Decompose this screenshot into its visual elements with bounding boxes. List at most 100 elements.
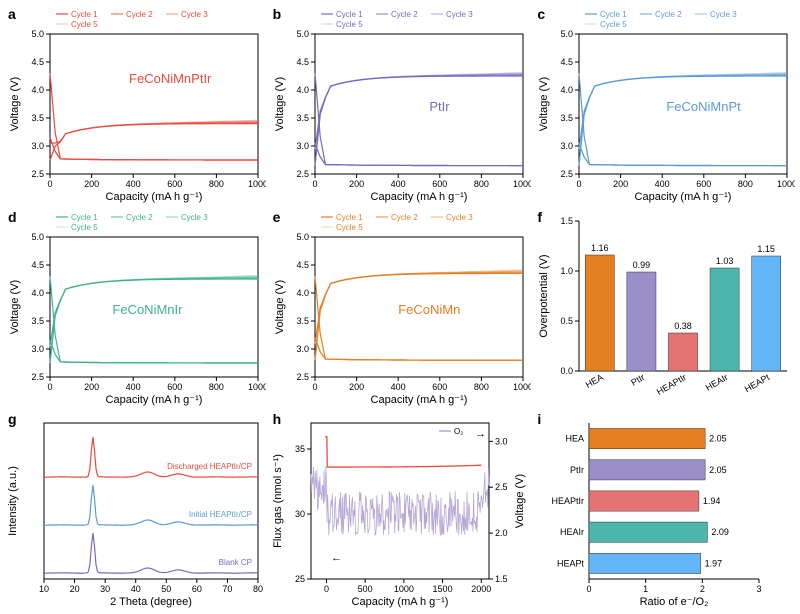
svg-text:2.5: 2.5	[31, 372, 44, 382]
svg-text:5.0: 5.0	[561, 29, 574, 39]
svg-text:3.0: 3.0	[561, 141, 574, 151]
svg-text:Voltage (V): Voltage (V)	[9, 77, 21, 131]
svg-text:50: 50	[161, 584, 171, 594]
panel-label-b: b	[273, 6, 282, 22]
svg-text:1000: 1000	[777, 179, 795, 189]
svg-text:4.0: 4.0	[31, 288, 44, 298]
svg-text:Cycle 1: Cycle 1	[71, 213, 98, 222]
svg-text:2.5: 2.5	[561, 169, 574, 179]
svg-text:4.5: 4.5	[31, 260, 44, 270]
svg-text:4.5: 4.5	[296, 260, 309, 270]
panel-b: b 0 200 400 600 800 1000 2.5 3.0 3.5 4.0 4.5 5.0 Capa…	[269, 4, 532, 205]
svg-text:PtIr: PtIr	[630, 372, 647, 388]
svg-text:600: 600	[432, 179, 447, 189]
svg-text:FeCoNiMnPtIr: FeCoNiMnPtIr	[129, 71, 212, 86]
svg-text:FeCoNiMnIr: FeCoNiMnIr	[112, 302, 183, 317]
svg-text:4.0: 4.0	[296, 85, 309, 95]
svg-text:Voltage (V): Voltage (V)	[538, 77, 550, 131]
panel-d: d020040060080010002.53.03.54.04.55.0Capa…	[4, 207, 267, 408]
svg-text:Cycle 2: Cycle 2	[126, 213, 153, 222]
svg-text:Initial HEAPtIr/CP: Initial HEAPtIr/CP	[189, 510, 252, 519]
svg-text:2: 2	[700, 584, 705, 594]
svg-text:HEAPtIr: HEAPtIr	[552, 496, 585, 506]
svg-text:Capacity (mA h g⁻¹): Capacity (mA h g⁻¹)	[370, 191, 467, 203]
svg-text:Cycle 1: Cycle 1	[336, 213, 363, 222]
panel-label-a: a	[8, 6, 16, 22]
svg-text:1000: 1000	[513, 382, 531, 392]
svg-text:Voltage (V): Voltage (V)	[274, 77, 286, 131]
svg-text:HEAIr: HEAIr	[560, 528, 584, 538]
svg-text:Blank CP: Blank CP	[219, 558, 252, 567]
panel-f: f0.00.51.01.5Overpotential (V)1.16HEA0.9…	[533, 207, 796, 408]
svg-text:3.5: 3.5	[561, 113, 574, 123]
svg-text:40: 40	[131, 584, 141, 594]
panel-label-h: h	[273, 411, 282, 427]
svg-text:200: 200	[349, 179, 364, 189]
svg-text:Cycle 1: Cycle 1	[600, 10, 627, 19]
panel-label-d: d	[8, 209, 17, 225]
svg-text:200: 200	[349, 382, 364, 392]
svg-text:1.5: 1.5	[561, 216, 574, 226]
svg-text:Capacity (mA h g⁻¹): Capacity (mA h g⁻¹)	[106, 394, 203, 406]
svg-text:Cycle 5: Cycle 5	[336, 223, 363, 232]
svg-text:4.5: 4.5	[296, 57, 309, 67]
svg-text:HEA: HEA	[584, 372, 605, 390]
svg-text:0: 0	[587, 584, 592, 594]
svg-text:0: 0	[47, 382, 52, 392]
svg-text:HEAPt: HEAPt	[557, 559, 585, 569]
svg-text:2.5: 2.5	[296, 169, 309, 179]
svg-text:2000: 2000	[471, 584, 491, 594]
svg-text:25: 25	[295, 574, 305, 584]
svg-text:70: 70	[222, 584, 232, 594]
svg-text:0.0: 0.0	[561, 366, 574, 376]
svg-text:2.5: 2.5	[296, 372, 309, 382]
svg-text:3.5: 3.5	[296, 316, 309, 326]
svg-text:800: 800	[474, 179, 489, 189]
svg-text:1.5: 1.5	[495, 574, 508, 584]
svg-text:200: 200	[84, 179, 99, 189]
svg-text:0.5: 0.5	[561, 316, 574, 326]
svg-text:0: 0	[312, 382, 317, 392]
svg-text:0.38: 0.38	[675, 321, 693, 331]
svg-text:400: 400	[126, 179, 141, 189]
svg-text:4.0: 4.0	[296, 288, 309, 298]
svg-text:0: 0	[312, 179, 317, 189]
svg-text:Cycle 5: Cycle 5	[336, 20, 363, 29]
svg-text:0.99: 0.99	[633, 260, 651, 270]
svg-text:400: 400	[126, 382, 141, 392]
svg-text:PtIr: PtIr	[429, 99, 450, 114]
svg-text:Cycle 3: Cycle 3	[710, 10, 737, 19]
svg-text:HEAPt: HEAPt	[743, 371, 772, 393]
svg-text:Discharged HEAPtIr/CP: Discharged HEAPtIr/CP	[167, 462, 252, 471]
panel-label-e: e	[273, 209, 281, 225]
svg-text:Cycle 3: Cycle 3	[181, 10, 208, 19]
svg-text:Cycle 2: Cycle 2	[391, 213, 418, 222]
svg-text:3.0: 3.0	[296, 141, 309, 151]
svg-text:60: 60	[192, 584, 202, 594]
svg-text:5.0: 5.0	[296, 29, 309, 39]
svg-text:Ratio of e⁻/O₂: Ratio of e⁻/O₂	[640, 596, 709, 608]
svg-text:3.0: 3.0	[31, 141, 44, 151]
svg-text:PtIr: PtIr	[570, 465, 584, 475]
svg-text:10: 10	[39, 584, 49, 594]
svg-text:400: 400	[390, 179, 405, 189]
svg-text:1000: 1000	[394, 584, 414, 594]
svg-text:1500: 1500	[432, 584, 452, 594]
svg-text:1.0: 1.0	[561, 266, 574, 276]
svg-text:3.0: 3.0	[296, 344, 309, 354]
svg-text:400: 400	[655, 179, 670, 189]
svg-text:200: 200	[613, 179, 628, 189]
svg-text:1000: 1000	[513, 179, 531, 189]
svg-text:4.5: 4.5	[561, 57, 574, 67]
panel-a: a020040060080010002.53.03.54.04.55.0Capa…	[4, 4, 267, 205]
svg-text:→: →	[475, 428, 486, 440]
svg-text:400: 400	[390, 382, 405, 392]
svg-text:800: 800	[474, 382, 489, 392]
svg-text:4.0: 4.0	[561, 85, 574, 95]
svg-text:Intensity (a.u.): Intensity (a.u.)	[7, 466, 19, 536]
svg-text:1.16: 1.16	[591, 243, 609, 253]
svg-text:3.5: 3.5	[296, 113, 309, 123]
svg-text:Voltage (V): Voltage (V)	[514, 474, 526, 528]
panel-label-g: g	[8, 411, 17, 427]
svg-text:3.0: 3.0	[495, 437, 508, 447]
